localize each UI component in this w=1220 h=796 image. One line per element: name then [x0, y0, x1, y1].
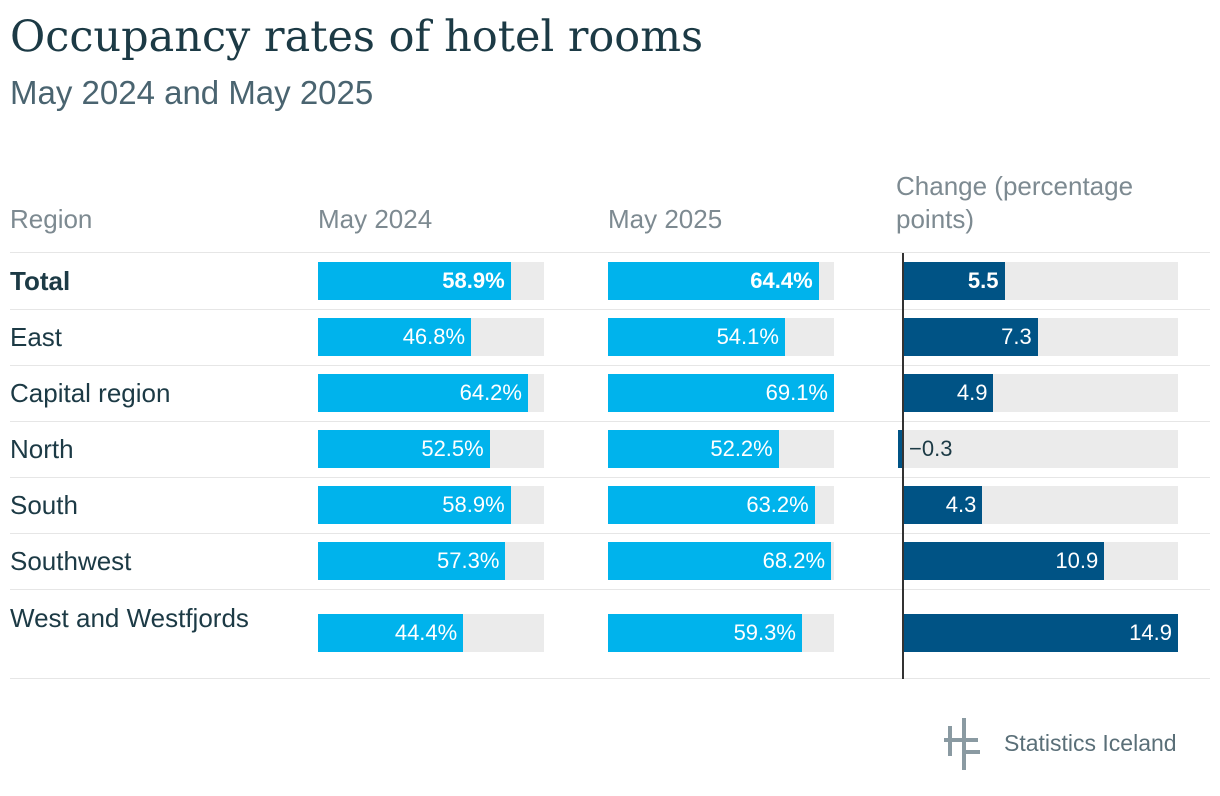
occupancy-track: 59.3%	[608, 614, 834, 652]
occupancy-value-label: 46.8%	[402, 324, 466, 349]
row-separator	[10, 421, 1210, 422]
row-separator	[10, 477, 1210, 478]
occupancy-track: 63.2%	[608, 486, 834, 524]
change-track: 4.9	[903, 374, 1178, 412]
change-bar	[903, 374, 994, 412]
occupancy-bar	[608, 430, 779, 468]
occupancy-value-label: 57.3%	[437, 548, 500, 573]
occupancy-bar	[608, 542, 832, 580]
region-label: North	[10, 434, 74, 464]
row-separator	[10, 678, 1210, 679]
occupancy-bar	[608, 486, 815, 524]
occupancy-bar	[318, 262, 511, 300]
occupancy-bar	[608, 614, 802, 652]
occupancy-value-label: 59.3%	[733, 620, 796, 645]
occupancy-bar	[318, 486, 511, 524]
occupancy-value-label: 52.5%	[421, 436, 484, 461]
occupancy-track: 52.5%	[318, 430, 544, 468]
occupancy-track: 44.4%	[318, 614, 544, 652]
brand-name: Statistics Iceland	[1004, 730, 1177, 756]
occupancy-track: 54.1%	[608, 318, 834, 356]
change-track: 4.3	[903, 486, 1178, 524]
region-label: West and Westfjords	[10, 603, 249, 633]
row-separator	[10, 252, 1210, 253]
change-value-label: 4.9	[956, 380, 988, 405]
row-separator	[10, 309, 1210, 310]
change-value-label: 14.9	[1129, 620, 1172, 645]
change-bar	[903, 486, 983, 524]
occupancy-value-label: 64.4%	[750, 268, 813, 293]
column-header-change: Change (percentage points)	[896, 171, 1134, 234]
change-track: 10.9	[903, 542, 1178, 580]
occupancy-bar	[608, 318, 785, 356]
column-header-may-2024: May 2024	[318, 204, 433, 234]
occupancy-bar	[318, 614, 464, 652]
row-separator	[10, 533, 1210, 534]
occupancy-bar	[318, 542, 506, 580]
change-track: −0.3	[898, 430, 1178, 468]
region-label: Capital region	[10, 378, 171, 408]
occupancy-track: 57.3%	[318, 542, 544, 580]
change-bar	[903, 614, 1178, 652]
region-label: South	[10, 490, 78, 520]
occupancy-bar	[608, 374, 834, 412]
column-header-region: Region	[10, 204, 93, 234]
change-bar	[903, 262, 1005, 300]
change-bar	[903, 542, 1105, 580]
region-label: Southwest	[10, 546, 132, 576]
change-track: 14.9	[903, 614, 1178, 652]
occupancy-value-label: 54.1%	[716, 324, 779, 349]
occupancy-track: 58.9%	[318, 486, 544, 524]
occupancy-value-label: 58.9%	[442, 492, 505, 517]
change-value-label: −0.3	[909, 436, 953, 461]
change-value-label: 4.3	[945, 492, 977, 517]
occupancy-bar	[318, 374, 528, 412]
occupancy-track: 58.9%	[318, 262, 544, 300]
column-header-may-2025: May 2025	[608, 204, 723, 234]
change-bar	[898, 430, 904, 468]
occupancy-value-label: 69.1%	[765, 380, 828, 405]
statistics-iceland-mark-icon	[944, 718, 980, 770]
region-label: Total	[10, 266, 71, 296]
occupancy-value-label: 64.2%	[459, 380, 522, 405]
statistics-iceland-logo: Statistics Iceland	[944, 716, 1204, 772]
occupancy-track: 52.2%	[608, 430, 834, 468]
change-value-label: 7.3	[1001, 324, 1032, 349]
occupancy-bar	[318, 430, 490, 468]
occupancy-track: 46.8%	[318, 318, 544, 356]
occupancy-value-label: 68.2%	[762, 548, 826, 573]
occupancy-value-label: 58.9%	[442, 268, 505, 293]
occupancy-value-label: 63.2%	[746, 492, 809, 517]
occupancy-track: 64.4%	[608, 262, 834, 300]
occupancy-track: 64.2%	[318, 374, 544, 412]
row-separator	[10, 365, 1210, 366]
occupancy-track: 69.1%	[608, 374, 834, 412]
change-value-label: 10.9	[1055, 548, 1099, 573]
occupancy-value-label: 44.4%	[394, 620, 458, 645]
row-separator	[10, 589, 1210, 590]
change-track: 5.5	[903, 262, 1178, 300]
chart-subtitle: May 2024 and May 2025	[10, 74, 374, 111]
change-zero-axis	[902, 253, 904, 679]
occupancy-track: 68.2%	[608, 542, 834, 580]
occupancy-bar	[608, 262, 819, 300]
change-bar	[903, 318, 1038, 356]
chart-title: Occupancy rates of hotel rooms	[10, 12, 704, 62]
occupancy-value-label: 52.2%	[710, 436, 773, 461]
change-value-label: 5.5	[967, 268, 999, 293]
region-label: East	[10, 322, 63, 352]
change-track: 7.3	[903, 318, 1178, 356]
occupancy-bar	[318, 318, 472, 356]
